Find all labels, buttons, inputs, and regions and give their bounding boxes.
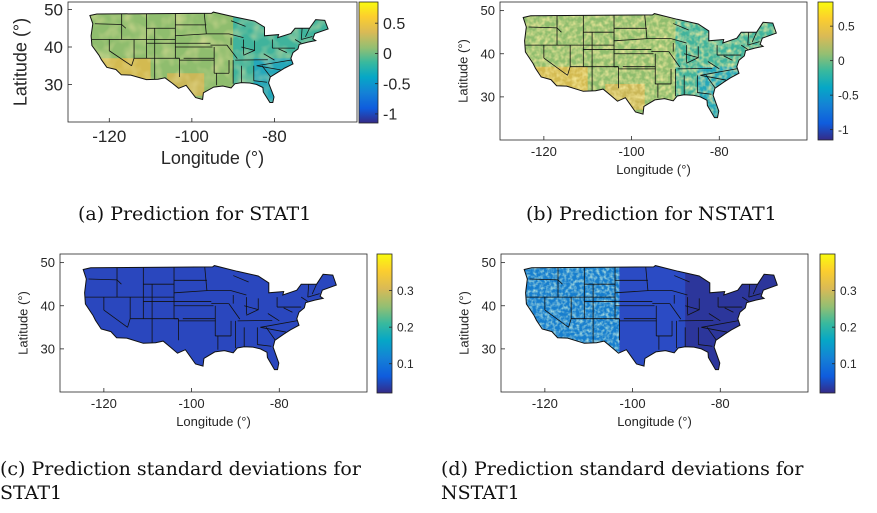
- colorbar: 0.3 0.2 0.1: [819, 253, 857, 394]
- caption-d-line1: (d) Prediction standard deviations for: [441, 458, 804, 480]
- x-axis-label: Longitude (°): [617, 414, 692, 429]
- y-tick-label: 40: [482, 298, 496, 313]
- x-tick-label: -100: [175, 127, 209, 146]
- y-tick-label: 50: [481, 3, 495, 18]
- x-tick-label: -100: [179, 396, 205, 411]
- x-tick-label: -100: [619, 144, 645, 159]
- caption-d-line2: NSTAT1: [441, 482, 520, 504]
- colorbar-tick-label: 0: [383, 46, 392, 63]
- panel-b: -120 -100 -80 30 40 50 Longitude (°) Latitude (…: [455, 1, 859, 177]
- panel-d: -120 -100 -80 30 40 50 Longitude (°) Latitude (…: [456, 253, 857, 429]
- caption-b: (b) Prediction for NSTAT1: [526, 203, 777, 225]
- x-axis-label: Longitude (°): [616, 162, 691, 177]
- x-tick-label: -120: [532, 396, 558, 411]
- x-tick-label: -80: [270, 396, 289, 411]
- state-borders: [85, 266, 320, 350]
- y-tick-label: 50: [482, 255, 496, 270]
- y-tick-label: 30: [41, 341, 55, 356]
- panel-c: -120 -100 -80 30 40 50 Longitude (°) Latitude (…: [15, 253, 414, 429]
- y-tick-label: 40: [44, 38, 63, 57]
- us-outline: [523, 265, 778, 371]
- y-axis-label: Latitude (°): [456, 291, 471, 355]
- y-tick-label: 40: [41, 298, 55, 313]
- x-tick-label: -80: [710, 144, 729, 159]
- colorbar-tick-label: 0.1: [840, 357, 857, 371]
- colorbar: 0.5 0 -0.5 -1: [817, 1, 859, 141]
- y-tick-label: 50: [44, 0, 63, 19]
- y-tick-label: 30: [44, 75, 63, 94]
- y-axis-label: Latitude (°): [15, 291, 30, 355]
- state-borders: [91, 13, 313, 86]
- y-tick-label: 40: [481, 46, 495, 61]
- colorbar-tick-label: -1: [383, 107, 397, 124]
- colorbar-tick-label: -0.5: [383, 76, 411, 93]
- colorbar-tick-label: 0.3: [840, 284, 857, 298]
- colorbar-tick-label: -1: [838, 123, 849, 137]
- colorbar-tick-label: -0.5: [838, 88, 859, 102]
- colorbar-tick-label: 0.3: [397, 284, 414, 298]
- y-axis-label: Latitude (°): [455, 39, 470, 103]
- y-tick-label: 30: [482, 341, 496, 356]
- colorbar-tick-label: 0.5: [383, 16, 405, 33]
- caption-c-line2: STAT1: [0, 482, 63, 504]
- y-axis-label: Latitude (°): [11, 18, 31, 106]
- us-outline: [522, 13, 777, 119]
- colorbar-tick-label: 0.5: [838, 19, 855, 33]
- us-outline: [82, 265, 337, 371]
- us-outline: [89, 11, 329, 103]
- x-tick-label: -120: [92, 127, 126, 146]
- x-tick-label: -120: [531, 144, 557, 159]
- y-tick-label: 50: [41, 255, 55, 270]
- state-borders: [525, 14, 760, 98]
- colorbar-tick-label: 0.1: [397, 357, 414, 371]
- x-tick-label: -120: [91, 396, 117, 411]
- x-tick-label: -80: [262, 127, 287, 146]
- colorbar-tick-label: 0.2: [840, 320, 857, 334]
- panel-a: -120 -100 -80 30 40 50 Longitude (°) Latitude (…: [11, 0, 411, 168]
- x-tick-label: -80: [711, 396, 730, 411]
- x-axis-label: Longitude (°): [161, 148, 264, 168]
- colorbar: 0.5 0 -0.5 -1: [358, 1, 411, 124]
- caption-a: (a) Prediction for STAT1: [78, 203, 312, 225]
- y-tick-label: 30: [481, 89, 495, 104]
- colorbar: 0.3 0.2 0.1: [376, 253, 414, 394]
- colorbar-tick-label: 0.2: [397, 320, 414, 334]
- x-tick-label: -100: [620, 396, 646, 411]
- colorbar-tick-label: 0: [838, 54, 845, 68]
- x-axis-label: Longitude (°): [176, 414, 251, 429]
- caption-c-line1: (c) Prediction standard deviations for: [0, 458, 361, 480]
- state-borders: [526, 266, 761, 350]
